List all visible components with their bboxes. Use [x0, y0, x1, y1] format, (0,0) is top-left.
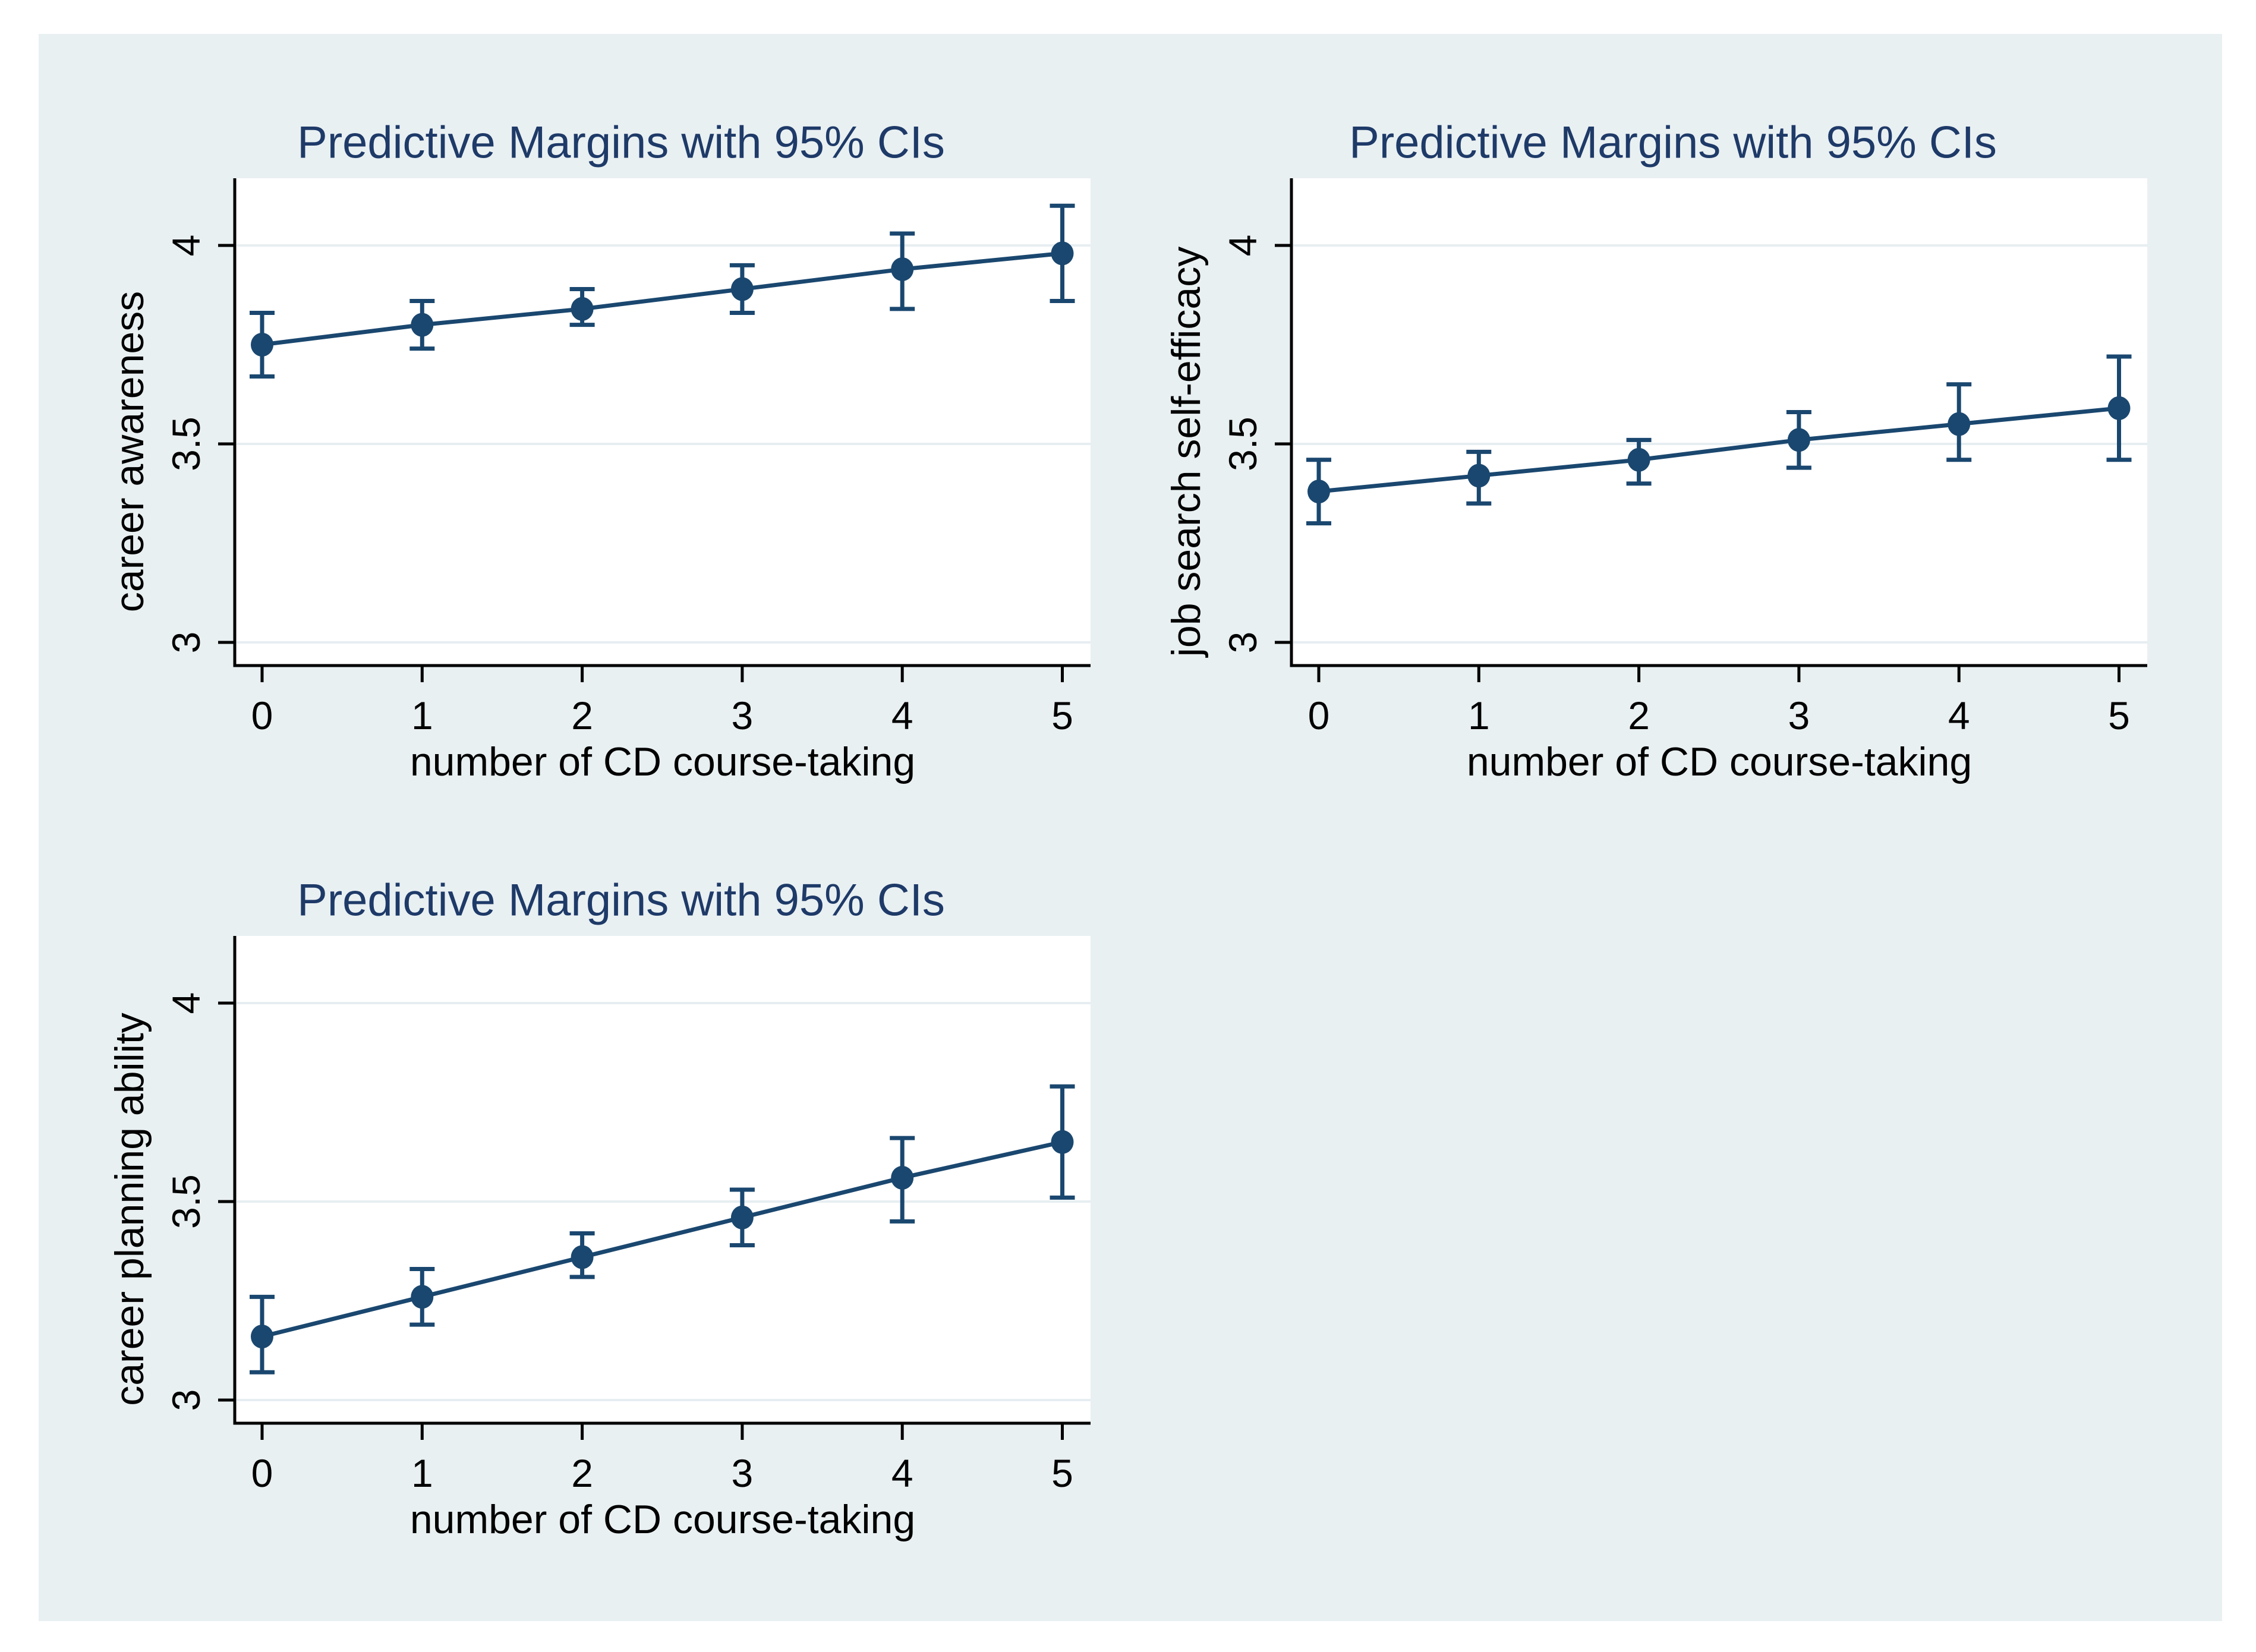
predictive-margins-line	[261, 251, 1063, 347]
x-tick-label: 1	[411, 1451, 433, 1495]
panel-1-y-axis-title: career awareness	[107, 291, 152, 613]
data-point-marker	[251, 1325, 273, 1349]
panel-3-title: Predictive Margins with 95% CIs	[297, 875, 945, 926]
data-point-marker	[251, 333, 273, 357]
data-point-marker	[411, 313, 434, 337]
data-point-marker	[2107, 396, 2131, 420]
data-point-marker	[1307, 480, 1330, 504]
x-tick-label: 0	[1308, 693, 1330, 737]
plot-region	[1291, 178, 2147, 666]
data-point-marker	[1948, 412, 1971, 436]
y-tick-label: 3	[1221, 632, 1265, 654]
data-point-marker	[891, 257, 914, 282]
panel-2-x-axis-title: number of CD course-taking	[1466, 739, 1973, 784]
x-tick-label: 4	[891, 693, 913, 737]
x-tick-label: 4	[1948, 693, 1970, 737]
x-tick-label: 1	[411, 693, 433, 737]
y-tick-label: 4	[164, 992, 208, 1014]
panel-1-title: Predictive Margins with 95% CIs	[297, 117, 945, 168]
y-tick-label: 3.5	[164, 417, 208, 471]
plot-region	[235, 178, 1091, 666]
y-tick-label: 3.5	[164, 1174, 208, 1229]
panel-3-y-axis-title: career planning ability	[107, 1013, 152, 1406]
axis-lines	[233, 936, 1091, 1425]
axis-lines	[1290, 178, 2147, 667]
panel-2-title: Predictive Margins with 95% CIs	[1349, 117, 1997, 168]
axis-lines	[233, 178, 1091, 667]
x-tick-label: 2	[571, 1451, 593, 1495]
data-point-marker	[1051, 241, 1074, 266]
y-tick-label: 4	[1221, 235, 1265, 257]
data-point-marker	[1051, 1130, 1074, 1154]
y-tick-label: 4	[164, 235, 208, 257]
data-point-marker	[571, 297, 594, 321]
y-tick-label: 3	[164, 1389, 208, 1411]
panel-3-x-axis-title: number of CD course-taking	[409, 1497, 916, 1542]
data-point-marker	[730, 277, 754, 301]
y-tick-label: 3	[164, 632, 208, 654]
data-point-marker	[1787, 428, 1810, 452]
data-point-marker	[1467, 464, 1491, 488]
x-tick-label: 3	[732, 693, 754, 737]
predictive-margins-line	[1318, 406, 2119, 494]
x-tick-label: 3	[1788, 693, 1810, 737]
data-point-marker	[571, 1245, 594, 1269]
x-tick-label: 5	[2108, 693, 2130, 737]
panel-1-x-axis-title: number of CD course-taking	[409, 739, 916, 784]
data-point-marker	[1627, 447, 1650, 472]
data-point-marker	[891, 1165, 914, 1190]
x-tick-label: 0	[251, 693, 273, 737]
plot-region	[235, 936, 1091, 1423]
x-tick-label: 5	[1051, 1451, 1073, 1495]
x-tick-label: 2	[571, 693, 593, 737]
data-point-marker	[730, 1205, 754, 1229]
predictive-margins-line	[261, 1140, 1063, 1339]
x-tick-label: 4	[891, 1451, 913, 1495]
data-point-marker	[411, 1285, 434, 1309]
panel-3-plot-area: 3 3.5 4 0 1 2 3 4 5	[164, 936, 1091, 1495]
x-tick-label: 2	[1628, 693, 1650, 737]
x-tick-label: 3	[732, 1451, 754, 1495]
x-tick-label: 5	[1051, 693, 1073, 737]
x-tick-label: 1	[1468, 693, 1490, 737]
panel-2-y-axis-title: job search self-efficacy	[1164, 246, 1209, 657]
x-tick-label: 0	[251, 1451, 273, 1495]
panel-1-plot-area: 3 3.5 4 0 1 2 3 4 5	[164, 178, 1091, 737]
y-tick-label: 3.5	[1221, 417, 1265, 471]
panel-2-plot-area: 3 3.5 4 0 1 2 3 4 5	[1221, 178, 2147, 737]
